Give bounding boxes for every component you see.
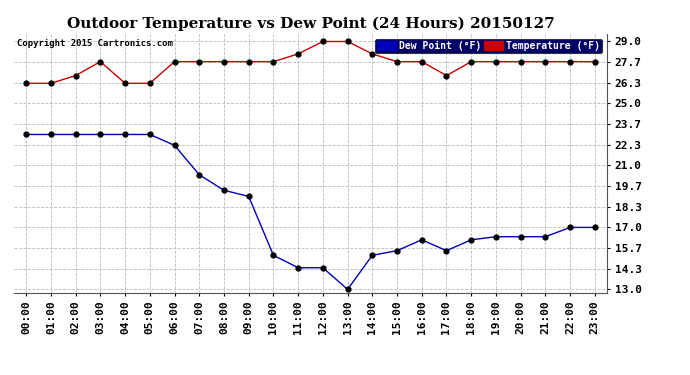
Text: Copyright 2015 Cartronics.com: Copyright 2015 Cartronics.com — [17, 39, 172, 48]
Title: Outdoor Temperature vs Dew Point (24 Hours) 20150127: Outdoor Temperature vs Dew Point (24 Hou… — [67, 17, 554, 31]
Legend: Dew Point (°F), Temperature (°F): Dew Point (°F), Temperature (°F) — [375, 39, 602, 53]
